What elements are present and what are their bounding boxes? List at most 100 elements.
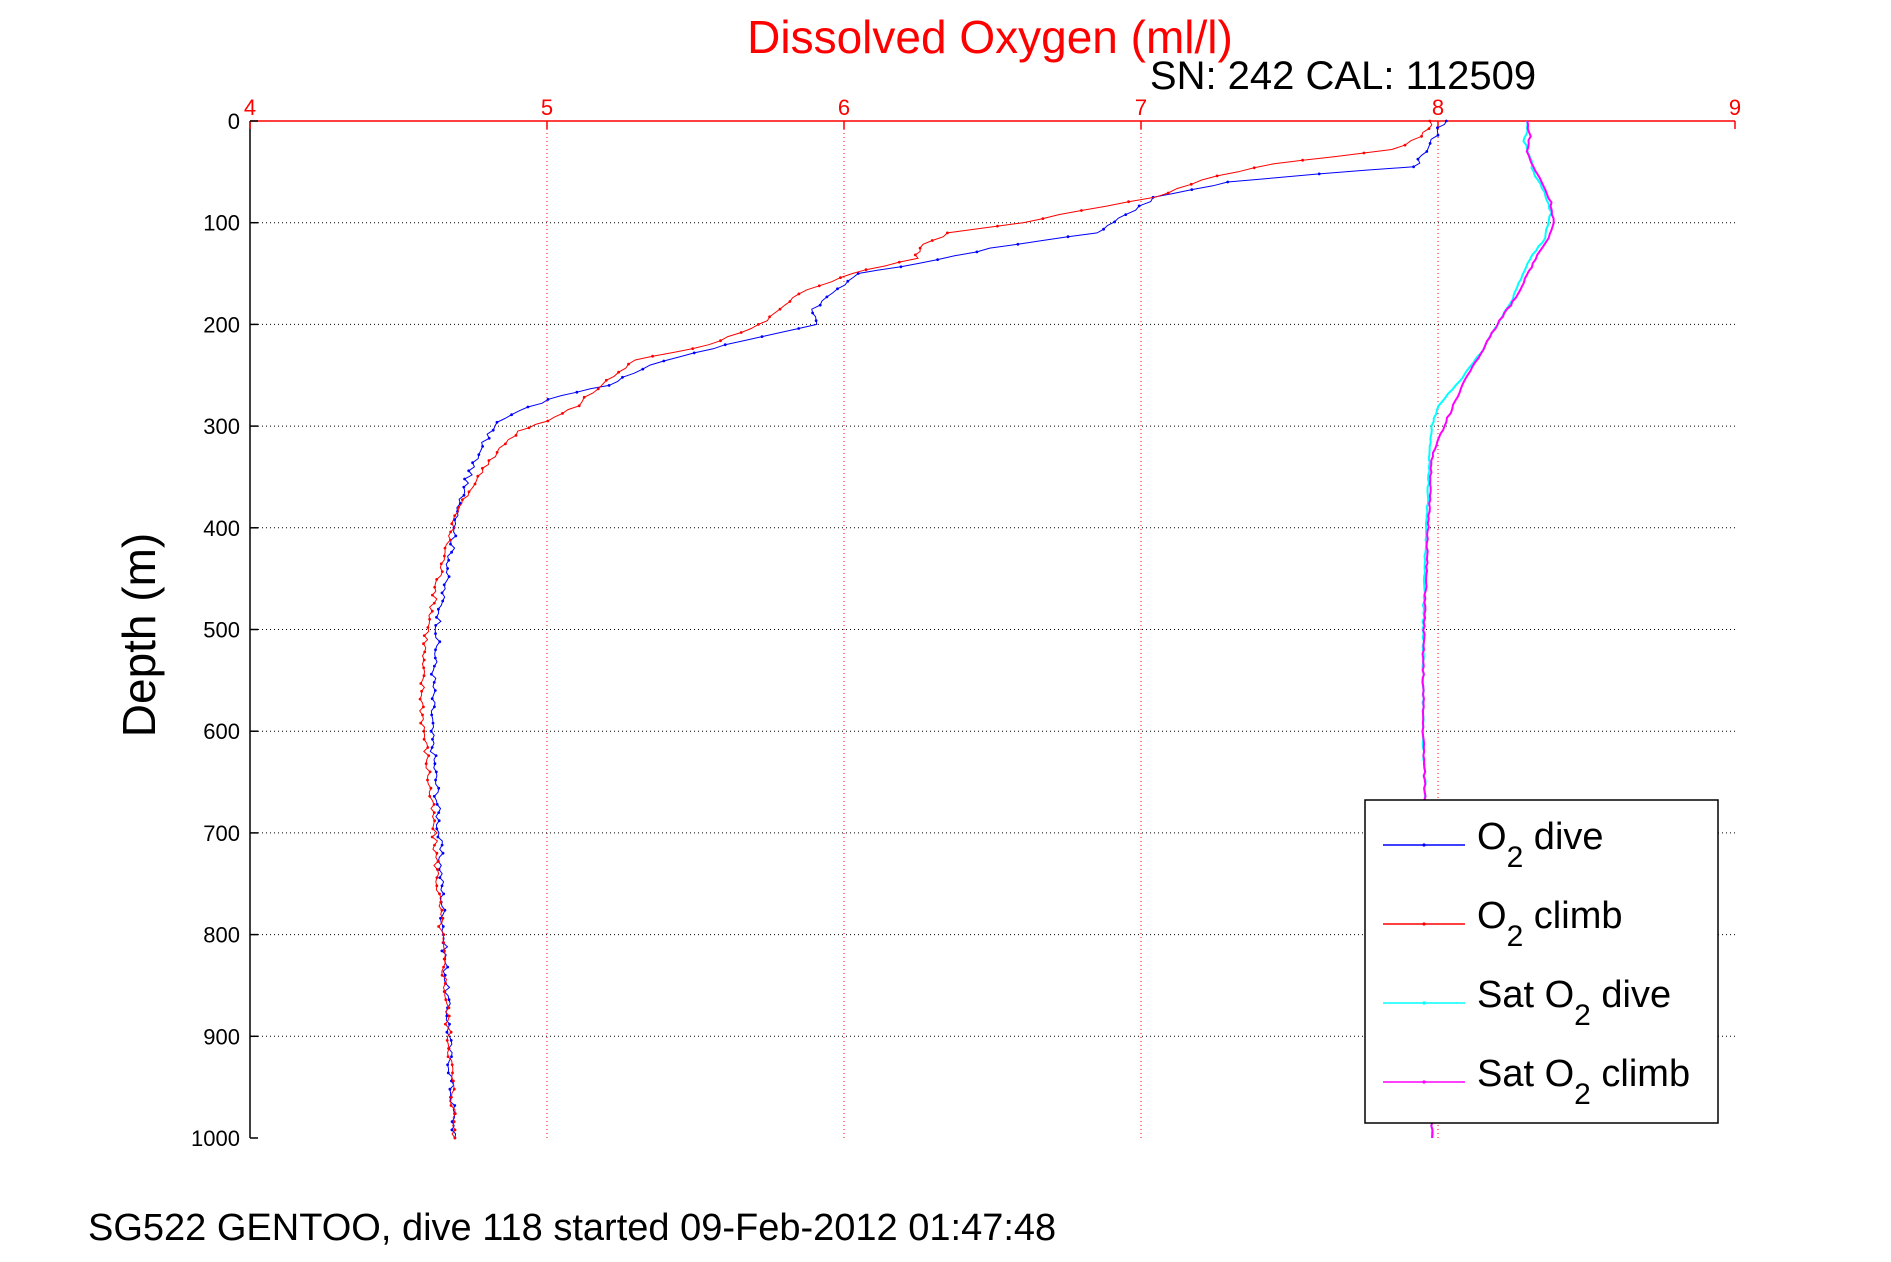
data-point: [449, 1030, 453, 1034]
data-point: [429, 786, 433, 790]
y-tick-label: 900: [203, 1024, 240, 1049]
data-point: [432, 794, 436, 798]
data-point: [422, 737, 426, 741]
data-point: [1403, 143, 1407, 147]
x-tick-label: 8: [1432, 95, 1444, 120]
data-point: [423, 650, 427, 654]
data-point: [450, 1063, 454, 1067]
data-point: [546, 398, 550, 401]
data-point: [1016, 242, 1020, 246]
data-point: [692, 351, 696, 355]
data-point: [433, 689, 437, 692]
legend-label-prefix: Sat O: [1477, 1053, 1574, 1095]
data-point: [1189, 182, 1193, 186]
data-point: [447, 575, 451, 578]
data-point: [918, 246, 922, 250]
data-point: [1436, 133, 1440, 137]
data-point: [495, 420, 499, 424]
data-point: [426, 746, 430, 749]
data-point: [946, 231, 949, 235]
data-point: [442, 965, 445, 969]
data-point: [439, 916, 442, 920]
data-point: [514, 434, 518, 437]
data-point: [1113, 220, 1116, 224]
data-point: [723, 343, 727, 347]
data-point: [446, 1071, 450, 1075]
data-point: [450, 522, 454, 526]
data-point: [430, 672, 433, 676]
data-point: [448, 1087, 452, 1091]
data-point: [445, 1039, 449, 1042]
data-point: [430, 835, 434, 839]
data-point: [442, 941, 445, 945]
data-point: [434, 778, 437, 782]
data-point: [418, 697, 422, 701]
data-point: [435, 803, 439, 806]
data-point: [449, 1039, 453, 1042]
data-point: [442, 933, 446, 936]
data-point: [447, 1047, 451, 1050]
data-point: [1215, 174, 1219, 178]
y-tick-label: 200: [203, 312, 240, 337]
data-point: [422, 642, 425, 646]
data-point: [435, 884, 439, 888]
data-point: [1127, 200, 1130, 204]
legend-marker: [1422, 1001, 1426, 1005]
data-point: [433, 705, 436, 709]
data-point: [476, 474, 480, 478]
data-point: [443, 973, 447, 977]
data-point: [846, 279, 850, 283]
data-point: [561, 412, 564, 415]
legend-label-subscript: 2: [1507, 920, 1524, 953]
data-point: [420, 689, 423, 693]
legend-label-suffix: dive: [1591, 974, 1671, 1016]
data-point: [510, 413, 513, 417]
data-point: [433, 819, 436, 823]
legend-box: [1364, 799, 1719, 1124]
data-point: [577, 404, 581, 408]
data-point: [575, 390, 579, 394]
y-tick-label: 400: [203, 516, 240, 541]
data-point: [440, 570, 444, 573]
data-point: [431, 593, 434, 597]
data-point: [691, 347, 695, 350]
data-point: [897, 260, 901, 264]
legend-label-suffix: dive: [1523, 816, 1603, 858]
legend-label-subscript: 2: [1574, 999, 1591, 1032]
data-point: [487, 436, 491, 440]
data-point: [719, 339, 722, 343]
legend-label-suffix: climb: [1591, 1053, 1690, 1095]
data-point: [797, 292, 801, 296]
data-point: [435, 578, 439, 581]
data-point: [471, 461, 474, 465]
data-point: [778, 307, 782, 311]
data-point: [422, 705, 425, 709]
data-point: [429, 729, 433, 733]
data-point: [430, 713, 434, 717]
data-point: [434, 624, 438, 627]
data-point: [422, 729, 426, 733]
series-group: [418, 119, 1555, 1140]
data-point: [1436, 126, 1439, 130]
y-tick-label: 300: [203, 414, 240, 439]
data-point: [1252, 166, 1256, 170]
data-point: [461, 498, 464, 501]
data-point: [1317, 172, 1321, 176]
data-point: [1166, 191, 1170, 195]
data-point: [431, 721, 435, 725]
data-point: [450, 1095, 453, 1099]
chart-subtitle: SN: 242 CAL: 112509: [1150, 54, 1536, 98]
data-point: [453, 1128, 457, 1132]
data-point: [757, 323, 760, 326]
data-point: [442, 957, 446, 961]
data-point: [814, 319, 818, 322]
data-point: [1428, 142, 1432, 145]
data-point: [440, 591, 444, 595]
data-point: [463, 477, 466, 481]
legend-item: O2 dive: [1383, 816, 1604, 874]
data-point: [443, 546, 447, 550]
data-point: [527, 426, 531, 430]
data-point: [449, 530, 452, 534]
legend-item: Sat O2 dive: [1383, 974, 1671, 1032]
